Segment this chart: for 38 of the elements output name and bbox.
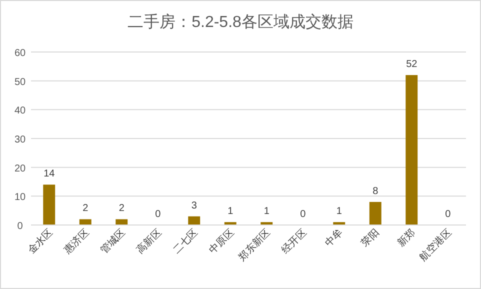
y-tick-label: 60	[14, 48, 26, 59]
y-tick-label: 0	[17, 221, 24, 232]
x-tick-label: 郑东新区	[236, 226, 273, 264]
x-tick-label: 中牟	[322, 226, 346, 250]
x-tick-label: 惠济区	[61, 226, 92, 258]
y-tick-label: 30	[14, 134, 26, 146]
x-tick-label: 中原区	[206, 226, 236, 256]
data-label: 0	[445, 209, 452, 220]
y-tick-label: 40	[14, 106, 26, 117]
x-tick-label: 荥阳	[358, 226, 382, 250]
x-tick-label: 新郑	[395, 226, 418, 250]
data-label: 1	[228, 206, 234, 218]
x-tick-label: 高新区	[134, 226, 164, 256]
bar	[116, 219, 128, 225]
data-label: 3	[191, 200, 198, 212]
data-label: 2	[82, 203, 89, 214]
data-label: 14	[44, 168, 56, 180]
y-tick-label: 50	[14, 76, 26, 88]
x-tick-label: 经开区	[279, 226, 309, 256]
y-tick-label: 20	[14, 163, 26, 174]
bar	[79, 219, 92, 225]
data-label: 52	[406, 59, 418, 70]
x-tick-label: 管城区	[98, 226, 128, 256]
bar	[369, 202, 382, 225]
data-label: 2	[118, 203, 125, 214]
data-label: 0	[300, 209, 306, 220]
chart-title: 二手房：5.2-5.8各区域成交数据	[128, 13, 354, 31]
y-tick-label: 10	[14, 192, 26, 204]
x-tick-label: 金水区	[26, 226, 56, 256]
data-label: 0	[155, 209, 162, 220]
data-label: 1	[264, 206, 270, 218]
bar	[406, 75, 418, 225]
data-label: 1	[336, 206, 342, 218]
bar	[43, 184, 56, 225]
x-tick-label: 二七区	[170, 226, 200, 256]
bar	[188, 216, 200, 225]
x-tick-label: 航空港区	[417, 226, 454, 264]
data-label: 8	[372, 186, 379, 197]
